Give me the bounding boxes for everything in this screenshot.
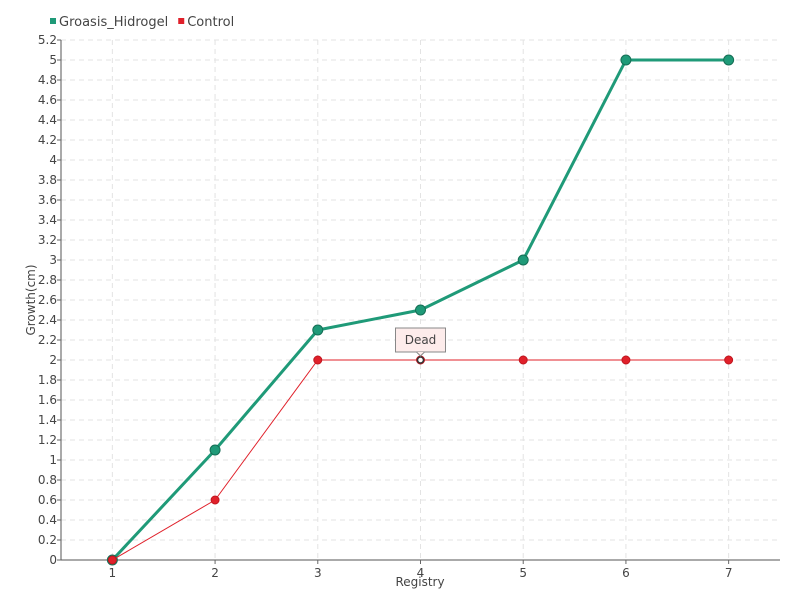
x-tick-label: 4 — [417, 566, 425, 580]
data-point[interactable] — [621, 355, 631, 365]
x-tick-label: 3 — [314, 566, 322, 580]
y-tick-label: 0.2 — [38, 533, 57, 547]
data-point[interactable] — [620, 54, 632, 66]
y-tick-label: 0.8 — [38, 473, 57, 487]
y-tick-label: 0.6 — [38, 493, 57, 507]
y-tick-label: 1.8 — [38, 373, 57, 387]
y-tick-label: 3.2 — [38, 233, 57, 247]
data-point[interactable] — [724, 355, 734, 365]
x-tick-label: 6 — [622, 566, 630, 580]
annotation-marker — [416, 356, 425, 364]
y-tick-label: 3.6 — [38, 193, 57, 207]
y-tick-label: 5.2 — [38, 33, 57, 47]
annotation-box — [395, 327, 446, 353]
y-tick-label: 4.4 — [38, 113, 57, 127]
y-tick-label: 2.2 — [38, 333, 57, 347]
y-tick-label: 4.8 — [38, 73, 57, 87]
y-tick-label: 3.8 — [38, 173, 57, 187]
y-axis-label: Growth(cm) — [24, 264, 38, 335]
grid-lines — [61, 39, 780, 560]
annotation-layer: Dead — [395, 327, 446, 364]
y-tick-label: 2.6 — [38, 293, 57, 307]
y-tick-label: 2.8 — [38, 273, 57, 287]
y-tick-label: 3.4 — [38, 213, 57, 227]
y-tick-label: 0 — [49, 553, 57, 567]
legend-swatch — [178, 18, 185, 24]
y-tick-label: 5 — [49, 53, 57, 67]
y-tick-label: 2.4 — [38, 313, 57, 327]
legend-swatch — [50, 18, 56, 24]
y-tick-label: 2 — [49, 353, 57, 367]
data-point[interactable] — [517, 254, 529, 266]
legend-label: Groasis_Hidrogel — [59, 15, 168, 30]
data-point[interactable] — [415, 304, 426, 316]
annotation-tooltip: Dead — [395, 327, 446, 364]
data-point[interactable] — [210, 495, 220, 505]
y-tick-label: 1.6 — [38, 393, 57, 407]
y-tick-label: 4.2 — [38, 133, 57, 147]
y-tick-label: 3 — [49, 253, 57, 267]
y-tick-label: 1 — [49, 453, 57, 467]
x-axis-label: Registry — [395, 575, 444, 589]
data-point[interactable] — [107, 555, 117, 565]
y-axis-ticks: 0 0.2 0.4 0.6 0.8 1 1.2 1.4 1.6 1.8 2 2.2 2.4 2.6 2.8 3… — [38, 33, 61, 567]
x-tick-label: 5 — [519, 566, 527, 580]
y-tick-label: 4 — [49, 153, 57, 167]
legend-label: Control — [187, 15, 234, 30]
annotation-pointer — [416, 351, 425, 357]
annotation-label: Dead — [405, 333, 437, 347]
data-point[interactable] — [518, 355, 528, 365]
x-tick-label: 2 — [211, 566, 219, 580]
x-tick-label: 7 — [725, 566, 733, 580]
x-tick-label: 1 — [109, 566, 117, 580]
y-tick-label: 1.2 — [38, 433, 57, 447]
y-tick-label: 1.4 — [38, 413, 57, 427]
y-tick-label: 0.4 — [38, 513, 57, 527]
data-point[interactable] — [312, 324, 324, 336]
legend-item[interactable]: Groasis_Hidrogel — [50, 15, 168, 30]
data-point[interactable] — [209, 444, 221, 456]
legend[interactable]: Groasis_Hidrogel Control — [50, 15, 234, 30]
y-tick-label: 4.6 — [38, 93, 57, 107]
data-point[interactable] — [313, 355, 323, 365]
data-point[interactable] — [723, 54, 735, 66]
legend-item[interactable]: Control — [178, 15, 234, 30]
